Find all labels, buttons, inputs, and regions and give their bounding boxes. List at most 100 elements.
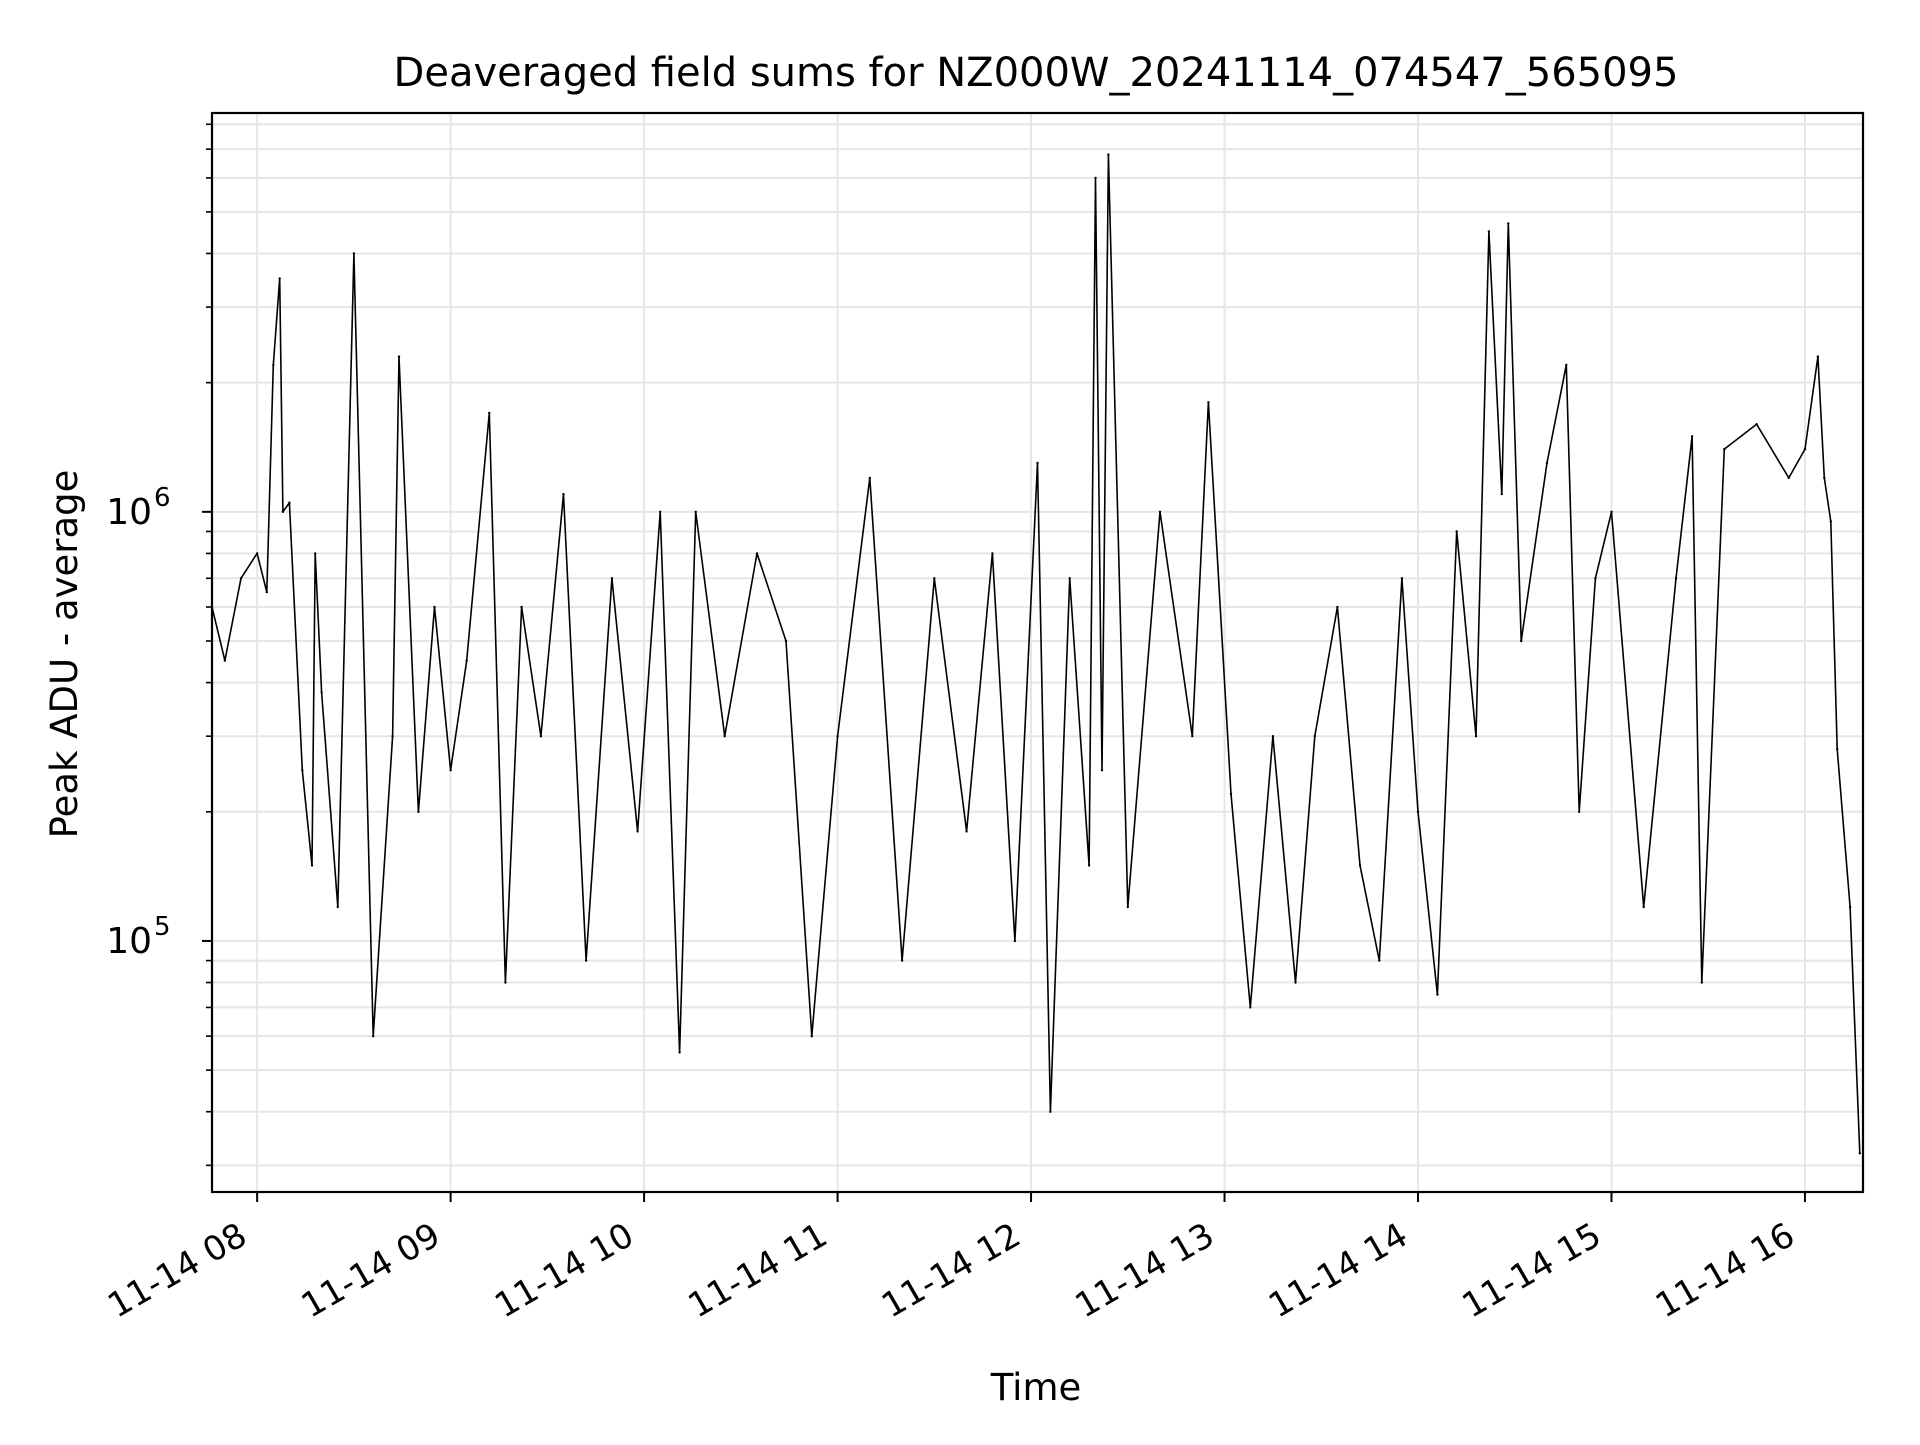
data-point <box>810 1035 813 1038</box>
data-point <box>278 277 281 280</box>
data-point <box>1487 230 1491 233</box>
data-point <box>1755 423 1758 426</box>
data-point <box>301 769 304 772</box>
data-point <box>336 905 339 909</box>
data-point <box>584 959 588 962</box>
data-point <box>320 691 323 694</box>
data-point <box>1378 959 1381 962</box>
grid <box>212 113 1863 1192</box>
data-point <box>1249 1006 1252 1009</box>
data-point <box>433 605 436 609</box>
x-axis-label: Time <box>990 1366 1082 1409</box>
data-point <box>1416 810 1420 813</box>
data-point <box>659 510 662 513</box>
data-point <box>397 355 401 358</box>
data-point <box>965 830 968 833</box>
data-point <box>1520 639 1523 643</box>
data-point <box>239 577 243 580</box>
data-point <box>1803 447 1807 451</box>
data-point <box>562 492 565 496</box>
chart-title: Deaveraged field sums for NZ000W_2024111… <box>394 50 1679 96</box>
data-point <box>1829 520 1833 523</box>
data-point <box>465 659 468 662</box>
data-point <box>1545 461 1549 465</box>
data-point <box>636 830 639 833</box>
data-point <box>1158 510 1162 513</box>
data-point <box>1565 363 1568 367</box>
data-point <box>1674 577 1678 580</box>
data-point <box>1787 476 1791 480</box>
data-point <box>1094 176 1097 180</box>
data-point <box>1507 222 1510 225</box>
data-point <box>1191 735 1194 738</box>
data-point <box>868 476 871 480</box>
data-point <box>1823 476 1826 480</box>
data-point <box>539 735 543 738</box>
data-point <box>281 510 285 513</box>
data-point <box>1455 530 1458 533</box>
y-tick-label-exponent: 6 <box>154 483 171 513</box>
data-point <box>1229 792 1233 796</box>
plot-area <box>210 153 1862 1155</box>
data-point <box>1313 735 1317 738</box>
data-point <box>488 411 491 415</box>
data-point <box>352 252 356 255</box>
data-point <box>265 590 268 594</box>
data-point <box>1816 355 1820 358</box>
data-point <box>678 1051 681 1054</box>
data-point <box>755 552 759 555</box>
data-point <box>1500 492 1504 496</box>
data-point <box>694 510 697 513</box>
y-tick-label-exponent: 5 <box>154 912 171 942</box>
data-point <box>991 552 994 555</box>
data-point <box>255 552 259 555</box>
data-point <box>1107 153 1110 156</box>
data-point <box>504 981 507 984</box>
data-point <box>1100 769 1104 772</box>
data-point <box>900 959 904 962</box>
data-point <box>1049 1110 1052 1113</box>
y-tick-label-base: 10 <box>106 921 152 962</box>
data-point <box>1400 577 1404 580</box>
data-point <box>417 810 420 813</box>
data-point <box>310 864 314 867</box>
data-point <box>1126 905 1130 909</box>
data-point <box>610 577 614 580</box>
data-point <box>1036 461 1039 465</box>
data-point <box>449 769 452 772</box>
data-point <box>223 659 227 662</box>
data-point <box>723 735 726 738</box>
data-point <box>1294 981 1297 984</box>
y-axis-label: Peak ADU - average <box>43 470 86 839</box>
y-tick-label-base: 10 <box>106 492 152 533</box>
data-point <box>1358 864 1362 867</box>
data-point <box>1594 577 1597 580</box>
data-point <box>1068 577 1071 580</box>
data-point <box>1642 905 1645 909</box>
data-point <box>1836 747 1839 751</box>
data-point <box>1336 605 1339 609</box>
data-point <box>1578 810 1581 813</box>
data-point <box>314 552 317 555</box>
data-point <box>1013 939 1017 943</box>
data-point <box>1436 993 1439 996</box>
data-point <box>1723 447 1726 451</box>
data-point <box>1610 510 1613 513</box>
data-point <box>1858 1152 1862 1155</box>
data-point <box>1087 864 1091 867</box>
data-point <box>520 605 523 609</box>
data-point <box>272 363 275 367</box>
data-point <box>1700 981 1704 984</box>
data-point <box>1474 735 1478 738</box>
data-point <box>933 577 936 580</box>
data-point <box>1271 735 1275 738</box>
axes-frame <box>210 111 1865 1194</box>
data-point <box>836 735 839 738</box>
data-point <box>784 639 788 643</box>
data-point <box>1848 905 1852 909</box>
data-point <box>1690 435 1694 438</box>
data-point <box>1207 401 1210 404</box>
